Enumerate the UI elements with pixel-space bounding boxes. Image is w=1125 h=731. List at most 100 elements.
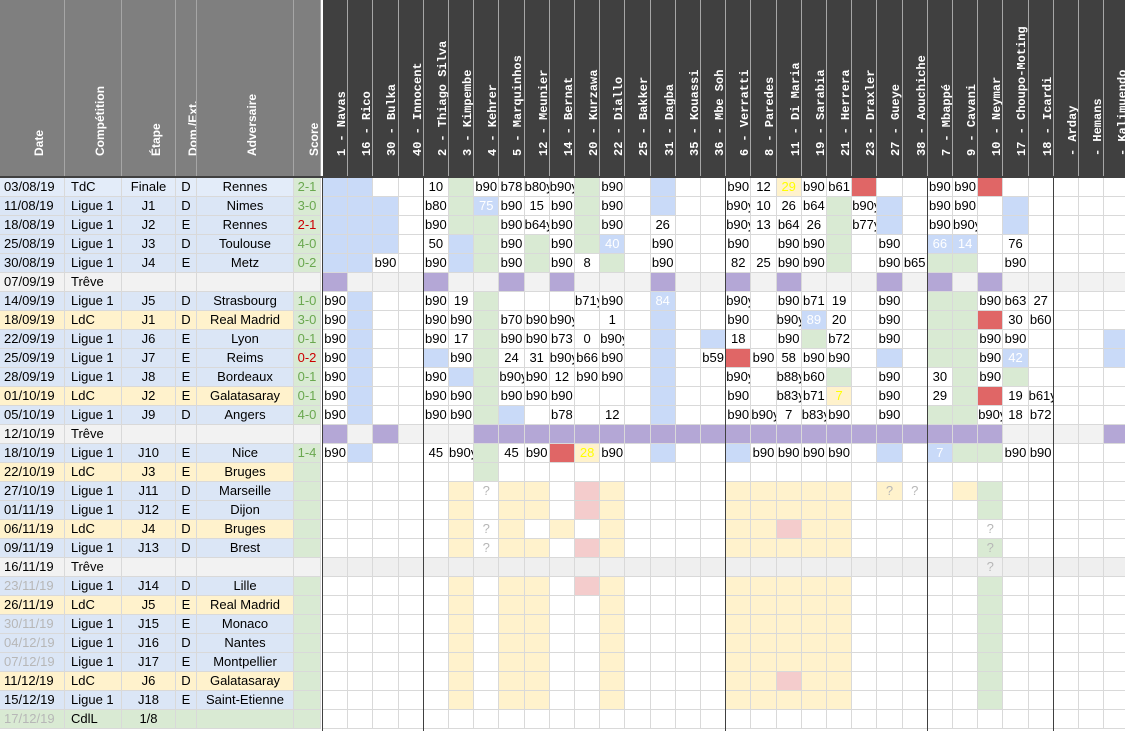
- player-minutes-cell[interactable]: b90: [600, 197, 626, 216]
- player-minutes-cell[interactable]: [650, 463, 676, 482]
- player-minutes-cell[interactable]: [575, 653, 601, 672]
- player-minutes-cell[interactable]: [373, 197, 399, 216]
- row-opp-cell[interactable]: Dijon: [197, 501, 294, 520]
- player-minutes-cell[interactable]: b90: [323, 444, 349, 463]
- player-minutes-cell[interactable]: [701, 501, 727, 520]
- player-minutes-cell[interactable]: [902, 292, 928, 311]
- player-minutes-cell[interactable]: b90: [726, 311, 752, 330]
- player-minutes-cell[interactable]: [348, 463, 374, 482]
- player-minutes-cell[interactable]: b78: [499, 178, 525, 197]
- player-minutes-cell[interactable]: [323, 425, 349, 444]
- player-minutes-cell[interactable]: [1104, 634, 1125, 653]
- player-minutes-cell[interactable]: b90: [323, 349, 349, 368]
- player-minutes-cell[interactable]: [902, 197, 928, 216]
- player-minutes-cell[interactable]: [1003, 691, 1029, 710]
- player-minutes-cell[interactable]: [323, 539, 349, 558]
- player-minutes-cell[interactable]: [1079, 482, 1105, 501]
- player-minutes-cell[interactable]: [1028, 653, 1054, 672]
- player-minutes-cell[interactable]: b90y: [726, 216, 752, 235]
- row-stage-cell[interactable]: [122, 558, 176, 577]
- player-minutes-cell[interactable]: [927, 672, 953, 691]
- player-minutes-cell[interactable]: [423, 349, 449, 368]
- player-minutes-cell[interactable]: b90: [474, 178, 500, 197]
- player-minutes-cell[interactable]: [348, 577, 374, 596]
- player-minutes-cell[interactable]: [348, 653, 374, 672]
- player-minutes-cell[interactable]: [877, 349, 903, 368]
- player-minutes-cell[interactable]: [751, 558, 777, 577]
- player-minutes-cell[interactable]: [499, 539, 525, 558]
- player-minutes-cell[interactable]: b90: [1003, 254, 1029, 273]
- player-minutes-cell[interactable]: b90: [726, 406, 752, 425]
- header-score[interactable]: Score: [294, 0, 321, 176]
- player-minutes-cell[interactable]: [1028, 349, 1054, 368]
- player-minutes-cell[interactable]: [549, 444, 575, 463]
- row-opp-cell[interactable]: Rennes: [197, 216, 294, 235]
- row-stage-cell[interactable]: J1: [122, 197, 176, 216]
- player-minutes-cell[interactable]: [625, 596, 651, 615]
- player-minutes-cell[interactable]: 19: [827, 292, 853, 311]
- player-minutes-cell[interactable]: b61y: [1028, 387, 1054, 406]
- player-minutes-cell[interactable]: 42: [1003, 349, 1029, 368]
- player-minutes-cell[interactable]: [1053, 444, 1079, 463]
- player-minutes-cell[interactable]: [423, 634, 449, 653]
- row-comp-cell[interactable]: Ligue 1: [65, 406, 122, 425]
- player-minutes-cell[interactable]: [575, 216, 601, 235]
- player-minutes-cell[interactable]: [373, 577, 399, 596]
- player-minutes-cell[interactable]: [398, 197, 424, 216]
- row-comp-cell[interactable]: Trêve: [65, 273, 122, 292]
- row-comp-cell[interactable]: TdC: [65, 178, 122, 197]
- player-minutes-cell[interactable]: [827, 634, 853, 653]
- player-minutes-cell[interactable]: b90y: [726, 292, 752, 311]
- player-minutes-cell[interactable]: [625, 406, 651, 425]
- player-minutes-cell[interactable]: [852, 178, 878, 197]
- player-minutes-cell[interactable]: [449, 691, 475, 710]
- player-minutes-cell[interactable]: b72: [827, 330, 853, 349]
- player-minutes-cell[interactable]: [902, 330, 928, 349]
- player-minutes-cell[interactable]: [827, 691, 853, 710]
- row-date-cell[interactable]: 23/11/19: [0, 577, 65, 596]
- player-minutes-cell[interactable]: [449, 615, 475, 634]
- player-minutes-cell[interactable]: [1053, 406, 1079, 425]
- player-minutes-cell[interactable]: 27: [1028, 292, 1054, 311]
- row-comp-cell[interactable]: Ligue 1: [65, 501, 122, 520]
- player-minutes-cell[interactable]: [675, 330, 701, 349]
- player-minutes-cell[interactable]: [726, 425, 752, 444]
- row-date-cell[interactable]: 22/10/19: [0, 463, 65, 482]
- player-minutes-cell[interactable]: [927, 292, 953, 311]
- player-minutes-cell[interactable]: [650, 330, 676, 349]
- player-minutes-cell[interactable]: [801, 482, 827, 501]
- player-minutes-cell[interactable]: 7: [776, 406, 802, 425]
- player-minutes-cell[interactable]: [524, 235, 550, 254]
- row-date-cell[interactable]: 15/12/19: [0, 691, 65, 710]
- row-stage-cell[interactable]: [122, 273, 176, 292]
- player-minutes-cell[interactable]: b90y: [953, 216, 979, 235]
- player-minutes-cell[interactable]: [423, 653, 449, 672]
- player-minutes-cell[interactable]: [600, 463, 626, 482]
- row-opp-cell[interactable]: Nice: [197, 444, 294, 463]
- player-minutes-cell[interactable]: [1028, 482, 1054, 501]
- row-comp-cell[interactable]: Ligue 1: [65, 444, 122, 463]
- player-minutes-cell[interactable]: [827, 425, 853, 444]
- player-minutes-cell[interactable]: [323, 501, 349, 520]
- player-minutes-cell[interactable]: [398, 254, 424, 273]
- player-minutes-cell[interactable]: [978, 482, 1004, 501]
- player-minutes-cell[interactable]: [423, 463, 449, 482]
- player-minutes-cell[interactable]: [373, 596, 399, 615]
- player-minutes-cell[interactable]: [726, 577, 752, 596]
- player-minutes-cell[interactable]: [953, 349, 979, 368]
- player-minutes-cell[interactable]: [549, 596, 575, 615]
- player-minutes-cell[interactable]: b90: [423, 330, 449, 349]
- player-minutes-cell[interactable]: 75: [474, 197, 500, 216]
- player-minutes-cell[interactable]: b90: [600, 216, 626, 235]
- player-minutes-cell[interactable]: [1079, 653, 1105, 672]
- player-minutes-cell[interactable]: [348, 444, 374, 463]
- player-minutes-cell[interactable]: b90: [927, 216, 953, 235]
- row-opp-cell[interactable]: Bordeaux: [197, 368, 294, 387]
- player-minutes-cell[interactable]: b90: [877, 406, 903, 425]
- player-minutes-cell[interactable]: b90: [449, 349, 475, 368]
- player-minutes-cell[interactable]: [1079, 558, 1105, 577]
- player-minutes-cell[interactable]: [852, 425, 878, 444]
- player-minutes-cell[interactable]: b66: [575, 349, 601, 368]
- player-minutes-cell[interactable]: [499, 710, 525, 729]
- player-minutes-cell[interactable]: [575, 710, 601, 729]
